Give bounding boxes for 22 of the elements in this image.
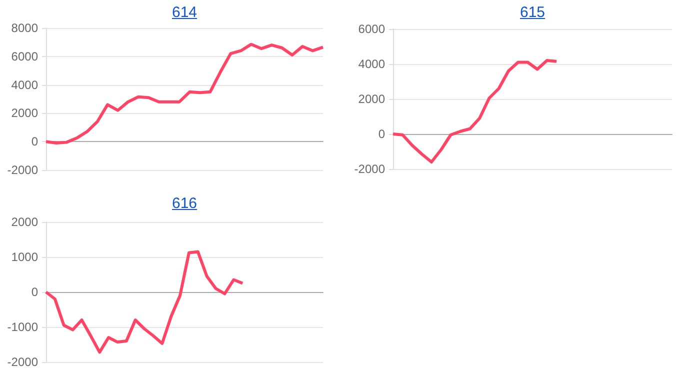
y-tick-label: -2000 [354, 162, 386, 176]
y-tick-label: 4000 [11, 78, 38, 92]
y-tick-label: 2000 [11, 106, 38, 120]
y-tick-label: 0 [378, 127, 386, 141]
y-tick-label: -1000 [7, 320, 38, 334]
y-tick-label: 1000 [11, 250, 38, 264]
y-tick-label: -2000 [7, 163, 38, 177]
line-series [392, 59, 558, 164]
y-tick-label: 0 [31, 285, 38, 299]
y-tick-label: 2000 [358, 92, 386, 106]
y-tick-label: 0 [31, 134, 38, 149]
y-tick-label: -2000 [7, 355, 38, 369]
y-tick-label: 6000 [11, 49, 38, 64]
y-tick-label: 6000 [358, 22, 386, 36]
y-tick-label: 2000 [11, 215, 38, 229]
chart-title: 615 [518, 4, 546, 21]
chart-title: 616 [170, 195, 198, 212]
chart-title: 614 [170, 4, 198, 21]
y-tick-label: 8000 [11, 21, 38, 35]
line-series [44, 42, 324, 145]
line-series [44, 250, 244, 354]
y-tick-label: 4000 [358, 57, 386, 71]
